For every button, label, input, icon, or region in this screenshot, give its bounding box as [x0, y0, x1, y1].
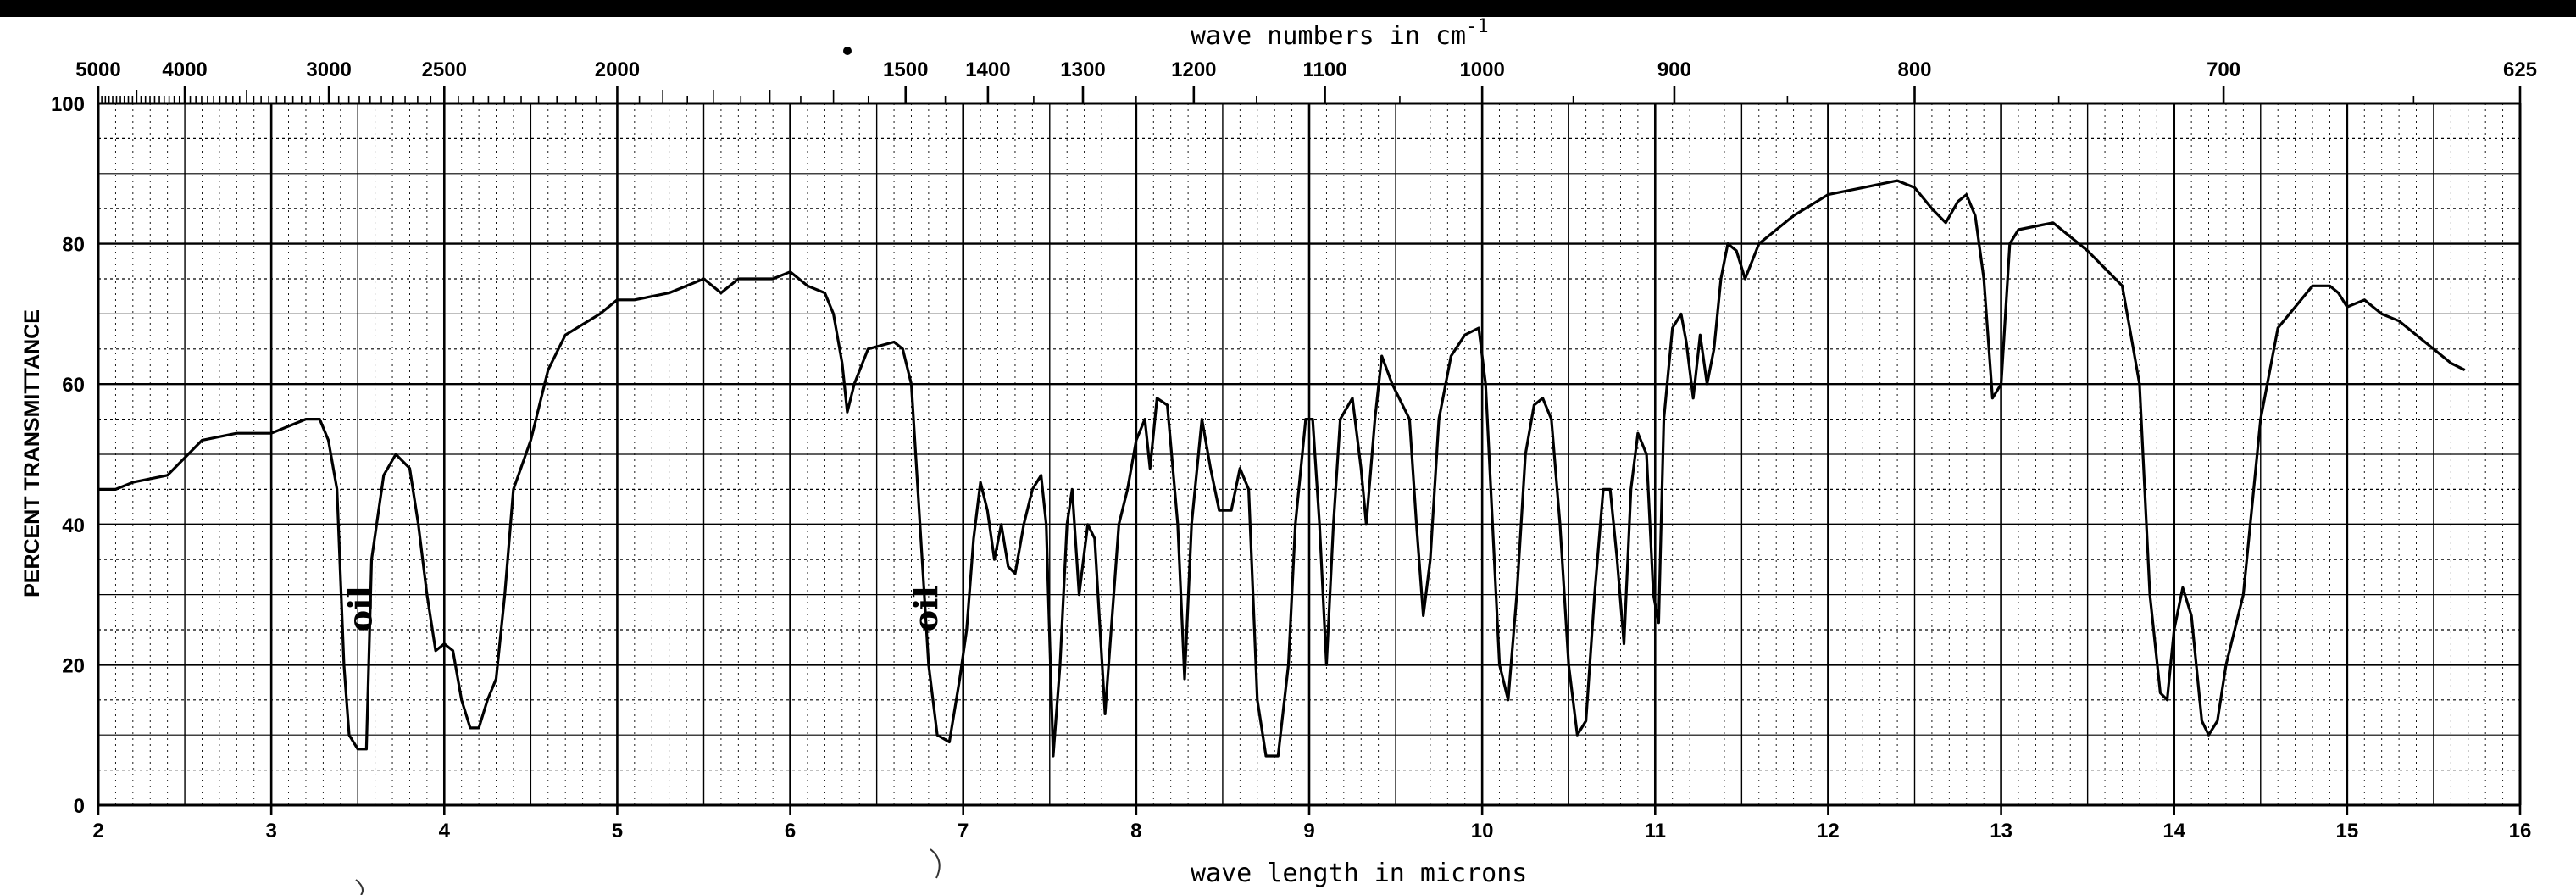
x-tick-label: 9 — [1303, 820, 1314, 842]
x-tick-label: 2 — [92, 820, 103, 842]
x-tick-label: 3 — [265, 820, 276, 842]
top-tick-label: 2000 — [595, 58, 640, 81]
top-tick-label: 1500 — [883, 58, 928, 81]
x-tick-label: 5 — [612, 820, 623, 842]
y-tick-label: 20 — [62, 654, 85, 677]
x-tick-label: 6 — [785, 820, 796, 842]
top-axis-title: wave numbers in cm-1 — [1191, 16, 1489, 51]
x-tick-label: 14 — [2162, 820, 2185, 842]
top-tick-label: 625 — [2503, 58, 2537, 81]
x-tick-label: 10 — [1471, 820, 1494, 842]
x-axis-title: wave length in microns — [1191, 859, 1527, 888]
series-layer — [98, 179, 2466, 758]
top-tick-label: 3000 — [306, 58, 351, 81]
margin-mark-left — [355, 879, 364, 895]
x-tick-label: 15 — [2336, 820, 2359, 842]
top-tick-label: 900 — [1657, 58, 1691, 81]
top-tick-label: 5000 — [75, 58, 120, 81]
dot-mark — [843, 47, 852, 55]
y-tick-label: 80 — [62, 234, 85, 257]
x-tick-label: 4 — [439, 820, 451, 842]
top-tick-label: 4000 — [162, 58, 207, 81]
x-tick-label: 12 — [1817, 820, 1840, 842]
top-tick-label: 1100 — [1303, 58, 1347, 81]
spectrum-line — [98, 179, 2466, 758]
top-tick-label: 1400 — [965, 58, 1010, 81]
y-tick-label: 0 — [74, 795, 85, 818]
top-tick-label: 2500 — [422, 58, 467, 81]
x-tick-label: 11 — [1645, 820, 1666, 842]
x-tick-label: 13 — [1990, 820, 2012, 842]
top-tick-label: 1000 — [1459, 58, 1504, 81]
y-tick-label: 40 — [62, 514, 85, 537]
axes: 5000 4000 3000 2500 2000 1500 1400 1300 1200 1100… — [51, 58, 2537, 842]
margin-mark-center — [930, 848, 941, 879]
top-tick-label: 800 — [1897, 58, 1931, 81]
x-tick-label: 8 — [1130, 820, 1141, 842]
oil-annotation-2: oil — [907, 586, 945, 631]
y-axis-title: PERCENT TRANSMITTANCE — [20, 309, 44, 598]
top-border-bar — [0, 0, 2576, 17]
top-tick-label: 1200 — [1171, 58, 1216, 81]
oil-annotation-1: oil — [341, 586, 380, 631]
y-tick-label: 60 — [62, 374, 85, 397]
top-tick-label: 1300 — [1060, 58, 1105, 81]
x-tick-label: 16 — [2509, 820, 2532, 842]
y-tick-label: 100 — [51, 93, 85, 116]
x-tick-label: 7 — [958, 820, 969, 842]
top-tick-label: 700 — [2207, 58, 2240, 81]
